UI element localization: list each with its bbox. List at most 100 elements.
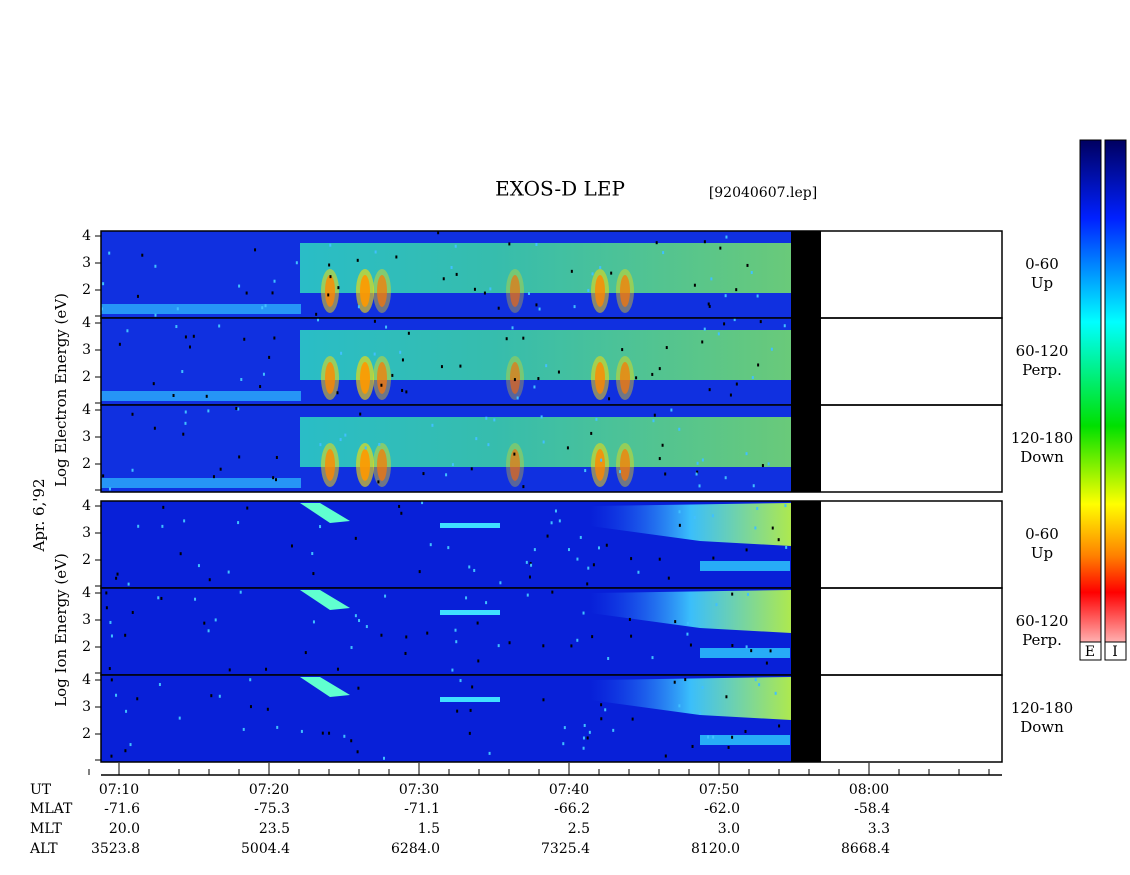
spectrogram-noise — [600, 717, 603, 721]
column-value: 8668.4 — [841, 841, 890, 857]
spectrogram-noise — [336, 667, 339, 671]
spectrogram-noise — [356, 750, 359, 754]
spectrogram-noise — [674, 620, 677, 624]
spectrogram-noise — [525, 560, 528, 564]
spectrogram-noise — [356, 258, 359, 262]
spectrogram-noise — [511, 326, 514, 330]
spectrogram-noise — [661, 443, 664, 447]
spectrogram-noise — [497, 644, 500, 648]
spectrogram-noise — [516, 396, 519, 400]
spectrogram-noise — [182, 432, 185, 436]
spectrogram-noise — [455, 640, 458, 644]
spectrogram-noise — [586, 736, 589, 740]
spectrogram-noise — [693, 515, 696, 519]
spectrogram-noise — [116, 572, 119, 576]
spectrogram-noise — [527, 291, 530, 295]
spectrogram-noise — [249, 678, 252, 682]
spectrogram-noise — [513, 452, 516, 456]
spectrogram-noise — [497, 306, 500, 310]
spectrogram-noise — [102, 282, 105, 286]
direction-label: Down — [1020, 718, 1064, 736]
spectrogram-noise — [337, 286, 340, 290]
y-tick-label: 3 — [82, 342, 91, 358]
spectrogram-noise — [109, 620, 112, 624]
spectrogram-noise — [235, 406, 238, 410]
spectrogram-blob — [356, 443, 374, 487]
spectrogram-noise — [184, 335, 187, 339]
spectrogram-noise — [535, 242, 538, 246]
spectrogram-noise — [440, 365, 443, 369]
spectrogram-noise — [454, 244, 457, 248]
spectrogram-noise — [210, 694, 213, 698]
spectrogram-noise — [653, 413, 656, 417]
spectrogram-noise — [405, 635, 408, 639]
spectrogram-noise — [300, 729, 303, 733]
colorbar-label-box — [1079, 641, 1102, 661]
spectrogram-blob — [591, 443, 609, 487]
spectrogram-noise — [115, 693, 118, 697]
spectrogram-band — [101, 304, 301, 314]
electron-axis-label: Log Electron Energy (eV) — [52, 293, 70, 487]
direction-label: Down — [1020, 448, 1064, 466]
spectrogram-band — [440, 523, 500, 528]
spectrogram-noise — [599, 266, 602, 270]
spectrogram-band — [300, 503, 350, 523]
spectrogram-noise — [542, 644, 545, 648]
spectrogram-noise — [777, 538, 780, 542]
spectrogram-noise — [658, 367, 661, 371]
spectrogram-noise — [566, 446, 569, 450]
spectrogram-noise — [563, 726, 566, 730]
colorbar — [1104, 139, 1127, 661]
spectrogram-noise — [192, 334, 195, 338]
spectrogram-noise — [583, 723, 586, 727]
spectrogram-noise — [459, 364, 462, 368]
spectrogram-noise — [273, 279, 276, 283]
spectrogram-blob — [510, 362, 520, 394]
spectrogram-noise — [664, 754, 667, 758]
spectrogram-noise — [276, 725, 279, 729]
spectrogram-noise — [373, 319, 376, 323]
spectrogram-noise — [179, 552, 182, 556]
y-tick-label: 2 — [82, 369, 91, 385]
spectrogram-blob — [620, 275, 630, 307]
spectrogram-noise — [735, 382, 738, 386]
spectrogram-noise — [745, 645, 748, 649]
spectrogram-noise — [664, 472, 667, 476]
spectrogram-noise — [454, 628, 457, 632]
spectrogram-noise — [328, 731, 331, 735]
spectrogram-noise — [469, 708, 472, 712]
spectrogram-noise — [175, 325, 178, 329]
spectrogram-noise — [582, 746, 585, 750]
spectrogram-noise — [131, 468, 134, 472]
spectrogram-noise — [689, 643, 692, 647]
spectrogram-noise — [395, 255, 398, 259]
spectrogram-noise — [530, 563, 533, 567]
spectrogram-noise — [533, 548, 536, 552]
spectrogram-noise — [576, 638, 579, 642]
data-gap — [791, 588, 821, 675]
spectrogram-blob — [616, 269, 634, 313]
spectrogram-blob — [510, 449, 520, 481]
spectrogram-noise — [505, 337, 508, 341]
spectrogram-noise — [317, 318, 320, 322]
spectrogram-noise — [365, 625, 368, 629]
y-tick-label: 4 — [82, 672, 91, 688]
spectrogram-noise — [545, 364, 548, 368]
spectrogram-noise — [712, 735, 715, 739]
spectrogram-noise — [771, 526, 774, 530]
spectrogram-noise — [754, 526, 757, 530]
spectrogram-noise — [115, 576, 118, 580]
spectrogram-noise — [711, 514, 714, 518]
spectrogram-noise — [398, 504, 401, 508]
colorbar-label: E — [1085, 644, 1095, 660]
spectrogram-noise — [442, 277, 445, 281]
spectrogram-noise — [651, 372, 654, 376]
direction-label: Up — [1031, 274, 1053, 292]
spectrogram-noise — [470, 467, 473, 471]
spectrogram-noise — [621, 348, 624, 352]
spectrogram-noise — [587, 566, 590, 570]
spectrogram-blob — [510, 275, 520, 307]
spectrogram-noise — [570, 644, 573, 648]
spectrogram-noise — [207, 409, 210, 413]
